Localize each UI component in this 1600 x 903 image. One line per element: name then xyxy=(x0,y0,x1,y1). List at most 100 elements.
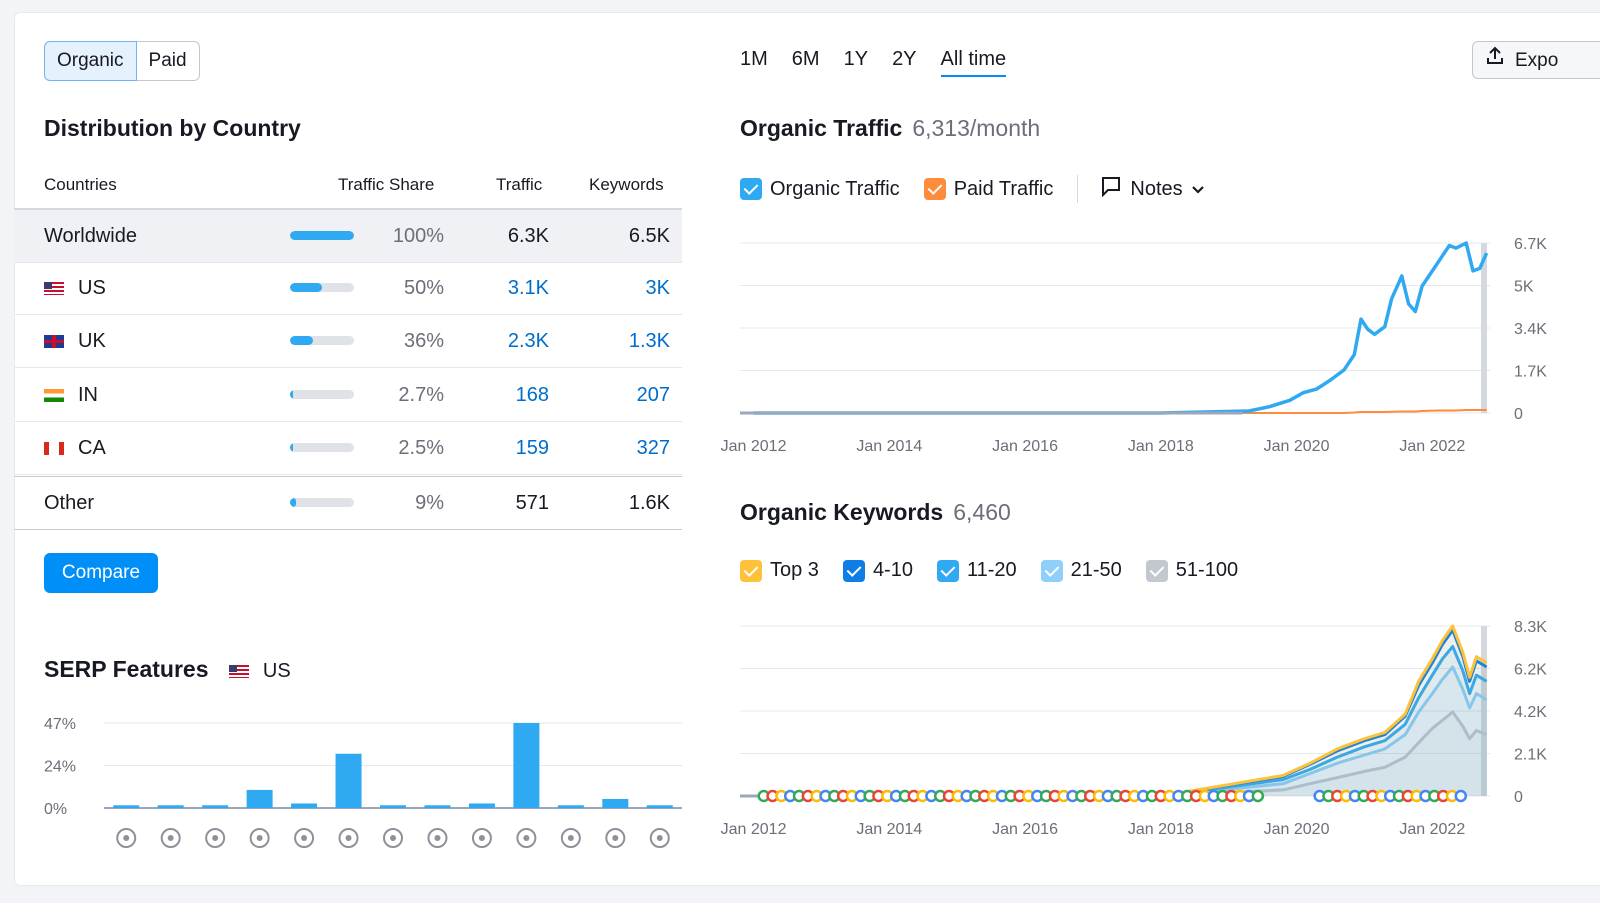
y-tick-label: 2.1K xyxy=(1514,747,1547,764)
featured-video-icon[interactable] xyxy=(427,828,448,848)
export-button[interactable]: Expo xyxy=(1472,41,1600,79)
compare-button[interactable]: Compare xyxy=(44,553,158,593)
keywords-value[interactable]: 1.3K xyxy=(628,330,670,352)
y-tick-label: 0 xyxy=(1514,406,1523,423)
serp-bar-video[interactable] xyxy=(380,805,406,808)
legend-keywords-top-3[interactable]: Top 3 xyxy=(740,559,819,582)
video-carousel-icon[interactable] xyxy=(560,828,581,848)
serp-bar-image[interactable] xyxy=(513,723,540,808)
x-tick-label: Jan 2014 xyxy=(856,821,922,838)
organic-traffic-title-text: Organic Traffic xyxy=(740,115,903,141)
traffic-value[interactable]: 168 xyxy=(515,383,549,406)
image-pack-icon[interactable] xyxy=(249,828,270,848)
traffic-value[interactable]: 159 xyxy=(515,437,549,459)
legend-organic-traffic[interactable]: Organic Traffic xyxy=(740,178,900,201)
tab-organic[interactable]: Organic xyxy=(44,41,137,81)
serp-bar-local-pack[interactable] xyxy=(157,805,184,808)
x-tick-label: Jan 2020 xyxy=(1264,438,1330,455)
keywords-value: 6.5K xyxy=(628,225,670,247)
legend-label: 51-100 xyxy=(1175,559,1239,581)
table-row[interactable]: US 50% 3.1K 3K xyxy=(14,262,682,315)
google-update-marker[interactable] xyxy=(1454,789,1468,803)
table-row[interactable]: Worldwide 100% 6.3K 6.5K xyxy=(14,208,682,263)
serp-bar-featured-snippet[interactable] xyxy=(202,805,229,808)
video-icon[interactable] xyxy=(383,828,403,848)
y-tick-label: 3.4K xyxy=(1514,321,1547,338)
checkbox-icon xyxy=(923,178,946,200)
country-name[interactable]: IN xyxy=(44,384,98,407)
serp-bar-top-stories[interactable] xyxy=(468,803,495,808)
featured-snippet-icon[interactable] xyxy=(205,828,226,848)
serp-features-chart: 47% 24% 0% xyxy=(44,716,682,848)
keywords-value[interactable]: 207 xyxy=(636,383,670,406)
legend-paid-traffic[interactable]: Paid Traffic xyxy=(923,178,1053,201)
serp-bar-sitelinks[interactable] xyxy=(291,803,318,808)
series-line-top-3[interactable] xyxy=(753,624,1488,798)
traffic-share-value: 9% xyxy=(415,491,444,514)
period-2y[interactable]: 2Y xyxy=(892,48,917,70)
series-line-paid-traffic[interactable] xyxy=(753,409,1487,414)
distribution-title: Distribution by Country xyxy=(44,115,301,141)
table-row[interactable]: UK 36% 2.3K 1.3K xyxy=(14,315,682,368)
country-name[interactable]: US xyxy=(44,277,106,300)
overview-card xyxy=(14,12,1600,886)
country-label: US xyxy=(78,276,106,299)
table-row[interactable]: Other 9% 571 1.6K xyxy=(14,475,682,530)
knowledge-panel-icon[interactable] xyxy=(116,828,137,848)
top-stories-icon[interactable] xyxy=(471,828,492,848)
country-name[interactable]: UK xyxy=(44,330,106,353)
serp-bar-image-pack[interactable] xyxy=(246,789,273,808)
col-traffic-share[interactable]: Traffic Share xyxy=(338,175,435,194)
legend-keywords-11-20[interactable]: 11-20 xyxy=(936,559,1017,582)
table-row[interactable]: CA 2.5% 159 327 xyxy=(14,422,682,475)
keywords-legend: Top 3 4-10 11-20 21-50 51-100 xyxy=(740,559,1262,582)
series-line-organic-traffic[interactable] xyxy=(753,241,1489,415)
period-1m[interactable]: 1M xyxy=(740,48,768,70)
country-name[interactable]: CA xyxy=(44,437,106,460)
period-all-time[interactable]: All time xyxy=(940,48,1007,77)
period-6m[interactable]: 6M xyxy=(791,48,820,70)
period-selector: 1M 6M 1Y 2Y All time xyxy=(740,48,1007,77)
faq-icon[interactable] xyxy=(649,828,670,848)
keywords-value[interactable]: 327 xyxy=(636,437,670,459)
x-tick-label: Jan 2022 xyxy=(1399,438,1465,455)
serp-bar-featured-video[interactable] xyxy=(424,805,451,808)
x-tick-label: Jan 2018 xyxy=(1128,821,1194,838)
legend-keywords-4-10[interactable]: 4-10 xyxy=(842,559,913,582)
serp-country[interactable]: US xyxy=(228,660,291,682)
serp-bar-video-carousel[interactable] xyxy=(557,805,584,808)
in-flag-icon xyxy=(44,388,64,402)
y-tick-label: 0% xyxy=(44,801,67,818)
traffic-value: 571 xyxy=(515,491,549,514)
google-update-marker[interactable] xyxy=(1251,789,1265,803)
serp-bar-reviews[interactable] xyxy=(335,753,362,808)
country-label: Worldwide xyxy=(44,225,137,247)
series-line-51-100[interactable] xyxy=(753,710,1488,798)
country-label: UK xyxy=(78,330,106,352)
serp-country-label: US xyxy=(262,660,291,682)
serp-bar-people-also-ask[interactable] xyxy=(602,798,629,808)
legend-keywords-21-50[interactable]: 21-50 xyxy=(1040,559,1122,582)
traffic-value[interactable]: 2.3K xyxy=(507,330,549,352)
sitelinks-icon[interactable] xyxy=(294,828,315,848)
traffic-value[interactable]: 3.1K xyxy=(507,276,549,299)
organic-traffic-chart: 6.7K 5K 3.4K 1.7K 0 Jan 2012 Jan 2014 Jan 2016 J… xyxy=(721,236,1548,455)
x-tick-label: Jan 2022 xyxy=(1399,821,1465,838)
image-icon[interactable] xyxy=(516,828,537,848)
series-line-11-20[interactable] xyxy=(753,645,1488,798)
period-1y[interactable]: 1Y xyxy=(843,48,869,70)
table-row[interactable]: IN 2.7% 168 207 xyxy=(14,369,682,422)
tab-paid[interactable]: Paid xyxy=(136,41,200,81)
col-traffic[interactable]: Traffic xyxy=(496,175,543,194)
legend-keywords-51-100[interactable]: 51-100 xyxy=(1145,559,1239,582)
series-line-21-50[interactable] xyxy=(753,665,1488,798)
serp-bar-faq[interactable] xyxy=(646,805,673,808)
notes-dropdown[interactable]: Notes xyxy=(1100,175,1204,203)
col-keywords[interactable]: Keywords xyxy=(589,175,664,194)
reviews-icon[interactable] xyxy=(338,828,359,848)
people-also-ask-icon[interactable] xyxy=(605,828,626,848)
traffic-share-fill xyxy=(290,282,322,292)
serp-bar-knowledge-panel[interactable] xyxy=(113,805,140,808)
keywords-value[interactable]: 3K xyxy=(645,276,670,299)
local-pack-icon[interactable] xyxy=(160,828,181,848)
